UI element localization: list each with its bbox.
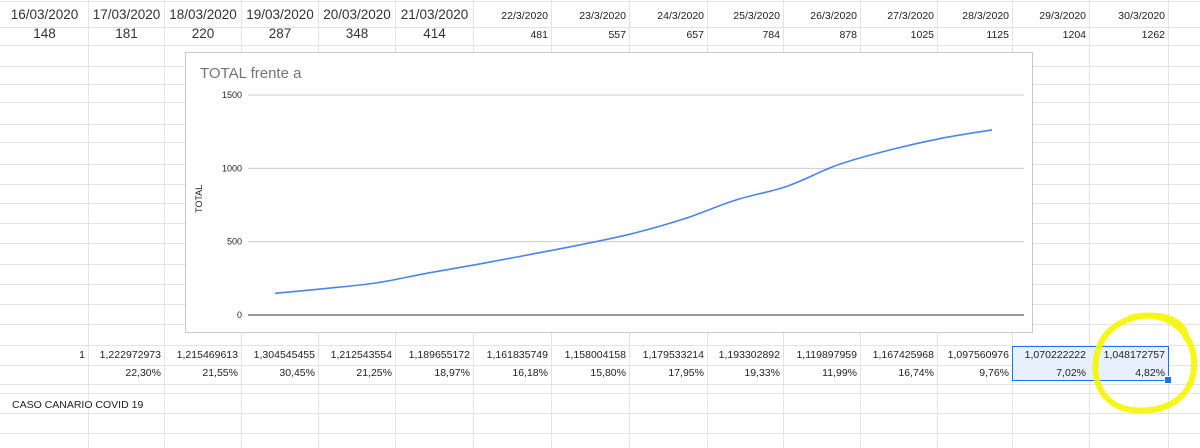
data-point [274, 292, 277, 295]
date-header-cell[interactable]: 30/3/2020 [1118, 10, 1165, 22]
total-cell[interactable]: 414 [423, 26, 446, 41]
date-header-cell[interactable]: 22/3/2020 [501, 10, 548, 22]
total-cell[interactable]: 220 [191, 26, 215, 41]
ratio-cell[interactable]: 1,158004158 [564, 349, 626, 361]
ratio-cell[interactable]: 1 [79, 349, 85, 361]
percent-cell[interactable]: 17,95% [668, 367, 704, 379]
total-cell[interactable]: 1025 [910, 29, 934, 41]
percent-cell[interactable]: 11,99% [822, 367, 857, 379]
fill-handle[interactable] [1164, 376, 1172, 384]
row-gridline [0, 345, 1200, 346]
total-cell[interactable]: 557 [608, 29, 626, 41]
ratio-cell[interactable]: 1,119897959 [796, 349, 857, 361]
date-header-cell[interactable]: 18/03/2020 [169, 7, 237, 22]
data-point [376, 281, 379, 284]
date-header-cell[interactable]: 26/3/2020 [810, 10, 857, 22]
percent-cell[interactable]: 19,33% [744, 367, 780, 379]
ratio-cell[interactable]: 1,161835749 [486, 349, 548, 361]
row-gridline [0, 393, 1200, 394]
y-tick-label: 1500 [222, 90, 242, 100]
date-header-cell[interactable]: 23/3/2020 [579, 10, 626, 22]
row-gridline [0, 45, 1200, 46]
total-cell[interactable]: 1204 [1062, 29, 1086, 41]
y-tick-label: 500 [227, 237, 242, 247]
total-cell[interactable]: 181 [115, 26, 138, 41]
percent-cell[interactable]: 16,74% [898, 367, 934, 379]
date-header-cell[interactable]: 19/03/2020 [246, 7, 314, 22]
ratio-cell[interactable]: 1,222972973 [99, 349, 161, 361]
total-cell[interactable]: 348 [345, 26, 369, 41]
data-point [837, 163, 840, 166]
data-point [939, 137, 942, 140]
date-header-cell[interactable]: 16/03/2020 [10, 7, 79, 22]
ratio-cell[interactable]: 1,212543554 [330, 349, 392, 361]
selection-border[interactable] [1012, 346, 1169, 381]
ratio-cell[interactable]: 1,070222222 [1024, 349, 1086, 361]
total-cell[interactable]: 784 [762, 29, 780, 41]
data-point [427, 271, 430, 274]
data-point [581, 243, 584, 246]
percent-cell[interactable]: 30,45% [279, 367, 315, 379]
column-gridline [164, 0, 165, 448]
total-cell[interactable]: 657 [686, 29, 704, 41]
chart-plot: 0 500 1000 1500 [222, 90, 1024, 320]
ratio-cell[interactable]: 1,097560976 [947, 349, 1009, 361]
date-header-cell[interactable]: 20/03/2020 [323, 7, 391, 22]
data-point [478, 262, 481, 265]
chart-title: TOTAL frente a [200, 65, 302, 82]
data-point [991, 128, 994, 131]
column-gridline [1089, 0, 1090, 448]
ratio-cell[interactable]: 1,167425968 [872, 349, 934, 361]
percent-cell[interactable]: 7,02% [1056, 367, 1086, 379]
y-tick-label: 0 [237, 310, 242, 320]
date-header-cell[interactable]: 29/3/2020 [1039, 10, 1086, 22]
total-series-line [274, 129, 993, 295]
data-point [325, 287, 328, 290]
row-gridline [0, 384, 1200, 385]
percent-cell[interactable]: 15,80% [590, 367, 626, 379]
sheet-note: CASO CANARIO COVID 19 [12, 399, 144, 411]
ratio-cell[interactable]: 1,304545455 [253, 349, 315, 361]
row-gridline [0, 413, 1200, 414]
row-gridline [0, 433, 1200, 434]
date-header-cell[interactable]: 28/3/2020 [962, 10, 1009, 22]
percent-cell[interactable]: 21,25% [356, 367, 392, 379]
ratio-cell[interactable]: 1,215469613 [176, 349, 238, 361]
line-chart[interactable]: TOTAL frente a TOTAL 0 500 1000 1500 [185, 52, 1033, 333]
data-point [683, 217, 686, 220]
percent-cell[interactable]: 18,97% [434, 367, 470, 379]
data-point [734, 199, 737, 202]
data-point [888, 149, 891, 152]
row-gridline [0, 1, 1200, 2]
percent-cell[interactable]: 16,18% [512, 367, 548, 379]
column-gridline [88, 0, 89, 448]
total-cell[interactable]: 878 [839, 29, 857, 41]
ratio-cell[interactable]: 1,189655172 [408, 349, 470, 361]
percent-cell[interactable]: 21,55% [202, 367, 238, 379]
percent-cell[interactable]: 9,76% [979, 367, 1009, 379]
row-gridline [0, 365, 1200, 366]
date-header-cell[interactable]: 17/03/2020 [92, 7, 161, 22]
column-gridline [1168, 0, 1169, 448]
ratio-cell[interactable]: 1,193302892 [718, 349, 780, 361]
ratio-cell[interactable]: 1,179533214 [642, 349, 704, 361]
data-point [530, 253, 533, 256]
date-header-cell[interactable]: 21/03/2020 [400, 7, 469, 22]
y-tick-label: 1000 [222, 163, 242, 173]
row-gridline [0, 27, 1200, 28]
total-cell[interactable]: 148 [33, 26, 56, 41]
percent-cell[interactable]: 22,30% [125, 367, 161, 379]
date-header-cell[interactable]: 24/3/2020 [657, 10, 704, 22]
data-point [786, 185, 789, 188]
total-cell[interactable]: 1262 [1141, 29, 1165, 41]
date-header-cell[interactable]: 25/3/2020 [733, 10, 780, 22]
date-header-cell[interactable]: 27/3/2020 [887, 10, 934, 22]
data-point [632, 232, 635, 235]
total-cell[interactable]: 287 [268, 26, 292, 41]
total-cell[interactable]: 1125 [986, 29, 1009, 41]
total-cell[interactable]: 481 [530, 29, 548, 41]
